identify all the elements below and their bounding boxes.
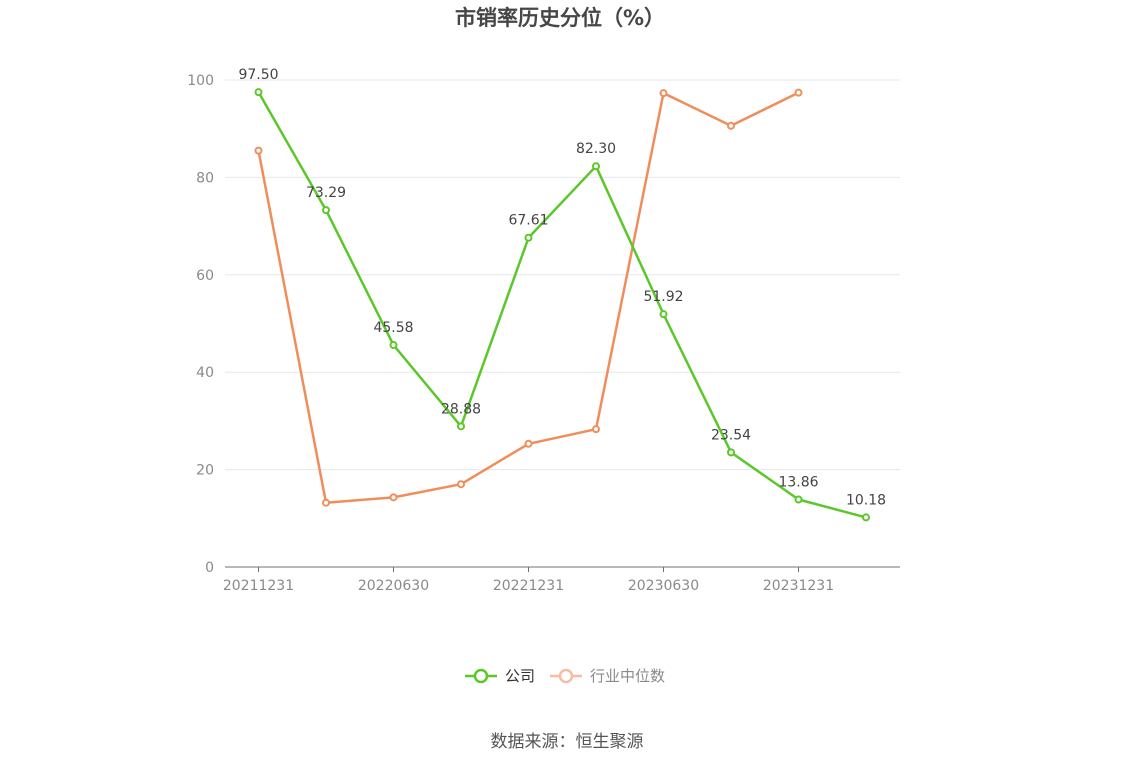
y-tick-label: 60	[196, 268, 214, 284]
x-tick-label: 20231231	[763, 578, 834, 594]
gridlines	[225, 79, 900, 471]
y-tick-label: 20	[196, 463, 214, 479]
data-point	[457, 422, 465, 431]
x-tick-label: 20230630	[628, 578, 699, 594]
data-point	[524, 439, 533, 448]
data-point	[389, 493, 398, 502]
data-point	[659, 89, 668, 98]
y-tick-label: 100	[187, 73, 214, 89]
data-label: 45.58	[373, 320, 413, 336]
legend[interactable]: 公司 行业中位数	[465, 667, 665, 685]
x-tick-label: 20211231	[223, 578, 294, 594]
data-labels: 97.50 73.29 45.58 28.88 67.61 82.30 51.92 23.54…	[238, 67, 886, 508]
legend-item-company[interactable]: 公司	[465, 667, 535, 685]
data-label: 10.18	[846, 492, 886, 508]
y-tick-label: 40	[196, 365, 214, 381]
data-point	[727, 448, 735, 457]
data-label: 51.92	[643, 289, 683, 305]
data-point	[254, 88, 263, 97]
x-tick-label: 20221231	[493, 578, 564, 594]
data-label: 23.54	[711, 427, 751, 443]
data-label: 67.61	[508, 213, 548, 229]
data-label: 82.30	[576, 141, 616, 157]
data-point	[254, 146, 263, 155]
data-label: 97.50	[238, 67, 278, 83]
legend-label: 公司	[505, 667, 535, 685]
data-label: 13.86	[778, 475, 818, 491]
data-point	[457, 480, 465, 489]
y-tick-label: 80	[196, 170, 214, 186]
data-point	[794, 88, 803, 97]
series-lines	[254, 88, 870, 522]
series-line-company	[257, 90, 868, 519]
data-point	[322, 498, 330, 507]
axes: 0 20 40 60 80 100 20211231 20220630 20221231 2023…	[187, 73, 900, 594]
data-point	[592, 162, 600, 171]
x-tick-label: 20220630	[358, 578, 429, 594]
source-note: 数据来源：恒生聚源	[491, 732, 644, 752]
legend-marker-icon	[473, 668, 489, 684]
legend-marker-icon	[558, 668, 574, 684]
data-point	[659, 310, 668, 319]
data-point	[862, 513, 870, 522]
legend-item-industry-median[interactable]: 行业中位数	[550, 667, 665, 685]
legend-label: 行业中位数	[590, 667, 665, 685]
data-point	[794, 495, 803, 504]
data-point	[727, 121, 735, 130]
y-tick-label: 0	[205, 560, 214, 576]
data-point	[592, 425, 600, 434]
data-point	[524, 233, 533, 242]
data-point	[389, 341, 398, 350]
chart-title: 市销率历史分位（%）	[455, 6, 665, 30]
data-point	[322, 206, 330, 215]
data-label: 28.88	[441, 401, 481, 417]
data-label: 73.29	[306, 185, 346, 201]
